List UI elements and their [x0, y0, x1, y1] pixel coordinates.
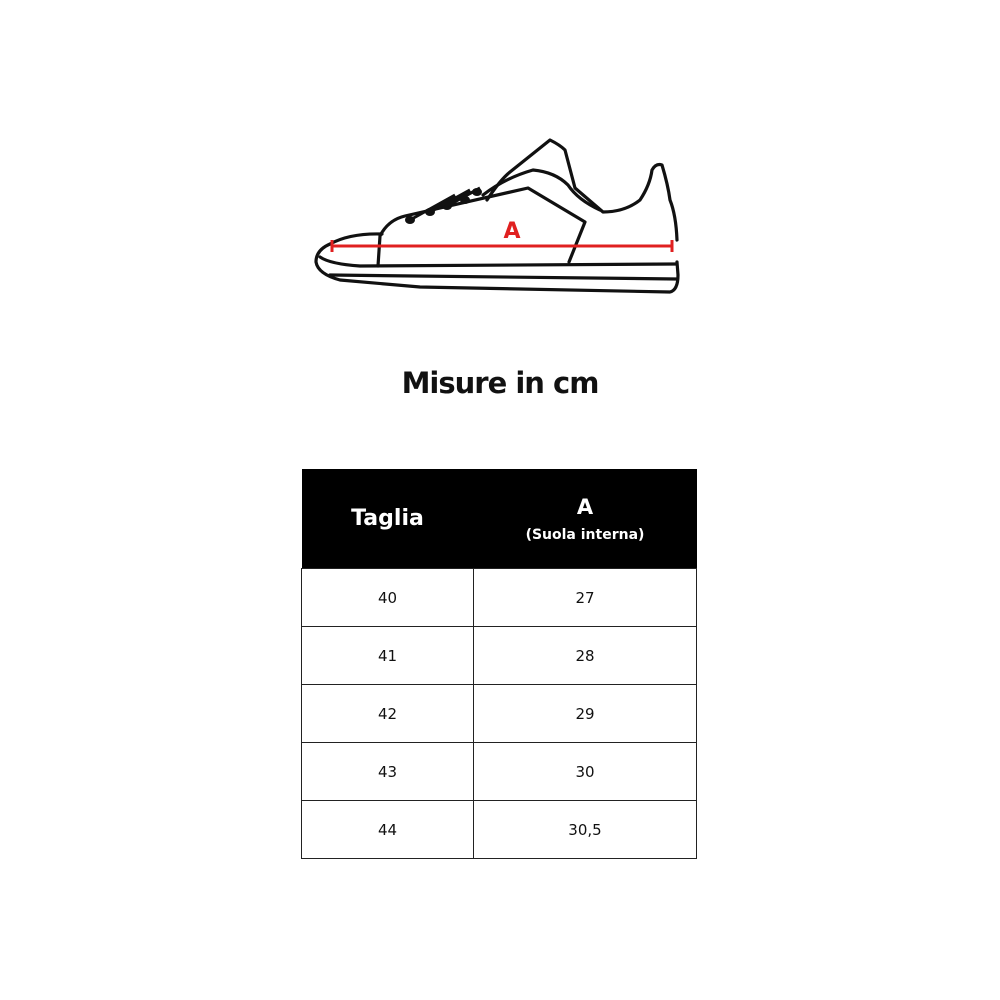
measure-line-a — [330, 240, 674, 252]
cell-a: 29 — [473, 684, 697, 743]
cell-a: 30 — [473, 742, 697, 801]
table-row: 43 30 — [301, 742, 697, 801]
cell-size: 40 — [301, 568, 474, 627]
table-row: 42 29 — [301, 684, 697, 743]
cell-a: 27 — [473, 568, 697, 627]
header-measure-label: A — [576, 494, 594, 519]
cell-size: 42 — [301, 684, 474, 743]
cell-a: 28 — [473, 626, 697, 685]
cell-size: 41 — [301, 626, 474, 685]
table-header-row: Taglia A (Suola interna) — [301, 469, 697, 569]
shoe-laces — [405, 186, 482, 224]
shoe-outline — [314, 138, 680, 294]
table-row: 44 30,5 — [301, 800, 697, 859]
header-measure: A (Suola interna) — [473, 469, 697, 569]
size-table: Taglia A (Suola interna) 40 27 41 28 42 29 … — [301, 469, 697, 859]
cell-a: 30,5 — [473, 800, 697, 859]
table-row: 40 27 — [301, 568, 697, 627]
page-title: Misure in cm — [401, 366, 600, 400]
measure-label-a: A — [503, 219, 520, 244]
cell-size: 44 — [301, 800, 474, 859]
table-row: 41 28 — [301, 626, 697, 685]
header-measure-sub: (Suola interna) — [525, 526, 645, 543]
shoe-diagram: A — [314, 138, 680, 294]
cell-size: 43 — [301, 742, 474, 801]
header-size: Taglia — [301, 469, 474, 569]
